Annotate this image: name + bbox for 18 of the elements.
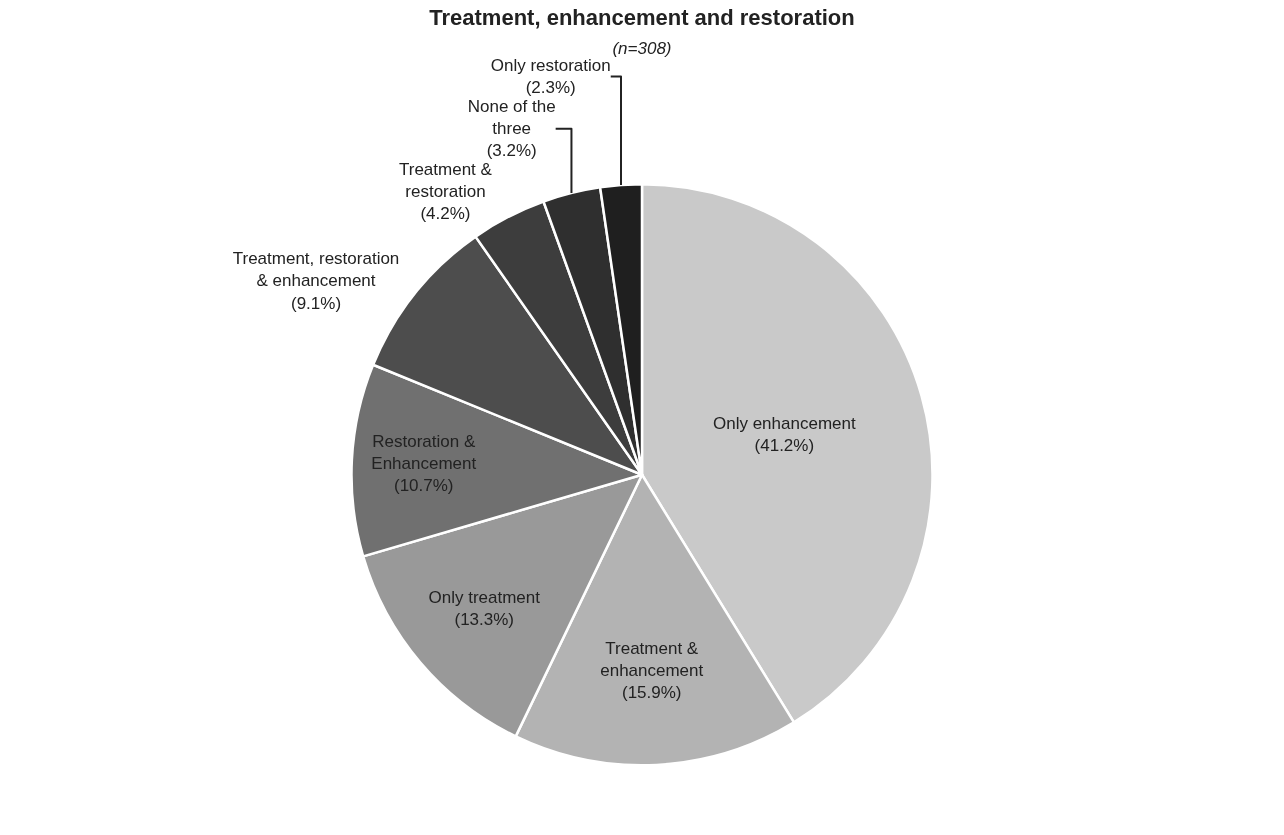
chart-subtitle: (n=308) <box>612 38 672 58</box>
data-label: (41.2%) <box>754 436 815 456</box>
slice-label: Only restoration <box>490 56 611 75</box>
slice-label: Only enhancement <box>712 413 856 433</box>
data-label: (13.3%) <box>454 609 514 629</box>
data-label: (10.7%) <box>393 476 454 496</box>
chart-title: Treatment, enhancement and restoration <box>429 5 855 31</box>
slice-label: Restoration & Enhancement <box>371 431 477 473</box>
slice-label: Treatment, restoration & enhancement <box>232 249 400 291</box>
data-label: (2.3%) <box>525 78 576 98</box>
data-label: (4.2%) <box>420 204 471 224</box>
data-label: (9.1%) <box>290 293 342 313</box>
data-label: (15.9%) <box>621 683 682 703</box>
data-label: (3.2%) <box>486 141 537 161</box>
slice-label: Treatment & restoration <box>399 160 493 202</box>
slice-label: Treatment & enhancement <box>600 639 704 681</box>
slice-label: Only treatment <box>428 587 541 607</box>
slice-label: None of the three <box>467 97 556 139</box>
